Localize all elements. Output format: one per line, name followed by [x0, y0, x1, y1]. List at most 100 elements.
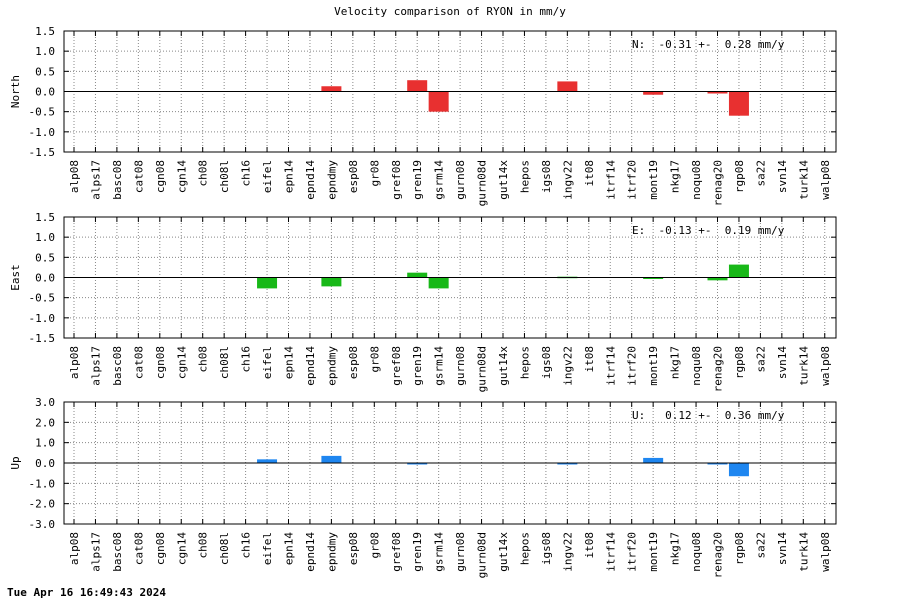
x-tick-label: gurn08 — [454, 160, 467, 200]
x-tick-label: cgn08 — [154, 160, 167, 193]
x-tick-label: gurn08d — [476, 346, 489, 392]
x-tick-label: sa22 — [754, 532, 767, 559]
x-tick-label: cgn08 — [154, 346, 167, 379]
y-tick-label: -1.0 — [29, 477, 56, 490]
footer-timestamp: Tue Apr 16 16:49:43 2024 — [7, 586, 166, 599]
y-tick-label: -1.5 — [29, 146, 56, 159]
x-tick-label: ch08l — [218, 346, 231, 379]
bar-epndmy — [321, 86, 342, 92]
x-tick-label: gr08 — [368, 160, 381, 187]
bar-mont19 — [643, 91, 664, 95]
x-tick-label: epndmy — [325, 346, 338, 386]
x-tick-label: gurn08 — [454, 532, 467, 572]
x-tick-label: gurn08d — [476, 532, 489, 578]
x-tick-label: epnd14 — [304, 532, 317, 572]
x-tick-label: walp08 — [819, 346, 832, 386]
x-tick-label: epnd14 — [304, 346, 317, 386]
x-tick-label: nkg17 — [669, 160, 682, 193]
x-tick-label: mont19 — [647, 532, 660, 572]
stats-annotation: N: -0.31 +- 0.28 mm/y — [632, 38, 785, 51]
x-tick-label: cgn14 — [175, 532, 188, 565]
x-tick-label: gut14x — [497, 346, 510, 386]
x-tick-label: gut14x — [497, 160, 510, 200]
y-tick-label: 1.0 — [35, 45, 55, 58]
bar-gren19 — [407, 272, 428, 278]
y-tick-label: 1.5 — [35, 211, 55, 224]
x-tick-label: basc08 — [111, 532, 124, 572]
x-tick-label: rgp08 — [733, 160, 746, 193]
x-tick-label: hepos — [518, 160, 531, 193]
y-tick-label: -0.5 — [29, 106, 56, 119]
y-tick-label: -3.0 — [29, 518, 56, 531]
y-tick-label: 0.5 — [35, 251, 55, 264]
x-tick-label: gurn08 — [454, 346, 467, 386]
x-tick-label: noqu08 — [690, 532, 703, 572]
y-tick-label: -0.5 — [29, 292, 56, 305]
x-tick-label: gren19 — [411, 160, 424, 200]
x-tick-label: svn14 — [776, 532, 789, 565]
x-tick-label: noqu08 — [690, 160, 703, 200]
bar-eifel — [257, 459, 278, 463]
y-axis-label: North — [9, 75, 22, 108]
bar-rgp08 — [728, 264, 749, 278]
x-tick-label: renag20 — [712, 532, 725, 578]
bar-renag20 — [707, 463, 728, 465]
x-tick-label: epn14 — [283, 532, 296, 565]
x-tick-label: sa22 — [754, 160, 767, 187]
bar-renag20 — [707, 91, 728, 94]
stats-annotation: U: 0.12 +- 0.36 mm/y — [632, 409, 785, 422]
x-tick-label: svn14 — [776, 346, 789, 379]
x-tick-label: gref08 — [390, 532, 403, 572]
x-tick-label: ch08 — [197, 346, 210, 373]
x-tick-label: it08 — [583, 346, 596, 373]
x-tick-label: igs08 — [540, 346, 553, 379]
x-tick-label: walp08 — [819, 160, 832, 200]
plot-frame — [63, 30, 837, 153]
x-tick-label: eifel — [261, 160, 274, 193]
panel-north: -1.5 -1.0 -0.5 0.0 0.5 1.0 1.5 alp08 alps17 basc0… — [9, 25, 837, 206]
x-tick-label: gut14x — [497, 532, 510, 572]
x-tick-label: ingv22 — [561, 160, 574, 200]
x-tick-label: ingv22 — [561, 346, 574, 386]
x-tick-label: turk14 — [797, 160, 810, 200]
bar-ingv22 — [557, 81, 578, 92]
x-tick-label: renag20 — [712, 346, 725, 392]
y-tick-label: 1.0 — [35, 437, 55, 450]
x-tick-label: ch16 — [240, 532, 253, 559]
x-tick-label: itrf20 — [626, 346, 639, 386]
x-tick-label: gsrm14 — [433, 160, 446, 200]
x-tick-label: igs08 — [540, 160, 553, 193]
y-tick-label: -2.0 — [29, 498, 56, 511]
x-tick-label: sa22 — [754, 346, 767, 373]
x-tick-label: nkg17 — [669, 346, 682, 379]
x-tick-label: ingv22 — [561, 532, 574, 572]
x-tick-label: gsrm14 — [433, 346, 446, 386]
x-tick-label: alp08 — [68, 346, 81, 379]
x-tick-label: it08 — [583, 532, 596, 559]
x-tick-label: gref08 — [390, 160, 403, 200]
bar-eifel — [257, 277, 278, 289]
bar-gren19 — [407, 463, 428, 465]
x-tick-label: svn14 — [776, 160, 789, 193]
x-tick-label: cat08 — [132, 346, 145, 379]
x-tick-label: eifel — [261, 532, 274, 565]
y-tick-label: 0.0 — [35, 272, 55, 285]
x-tick-label: rgp08 — [733, 532, 746, 565]
x-tick-label: ch16 — [240, 346, 253, 373]
x-tick-label: ch08 — [197, 160, 210, 187]
y-tick-label: -1.5 — [29, 332, 56, 345]
bar-mont19 — [643, 457, 664, 463]
bar-epndmy — [321, 455, 342, 463]
y-tick-label: -1.0 — [29, 312, 56, 325]
bar-ingv22 — [557, 463, 578, 465]
y-tick-label: 0.0 — [35, 457, 55, 470]
x-tick-label: gren19 — [411, 346, 424, 386]
x-tick-label: hepos — [518, 532, 531, 565]
x-tick-label: cgn14 — [175, 160, 188, 193]
x-tick-label: basc08 — [111, 160, 124, 200]
y-tick-label: 2.0 — [35, 416, 55, 429]
x-tick-label: alps17 — [89, 532, 102, 572]
bar-gren19 — [407, 80, 428, 92]
y-tick-label: 0.0 — [35, 86, 55, 99]
x-tick-label: itrf20 — [626, 532, 639, 572]
